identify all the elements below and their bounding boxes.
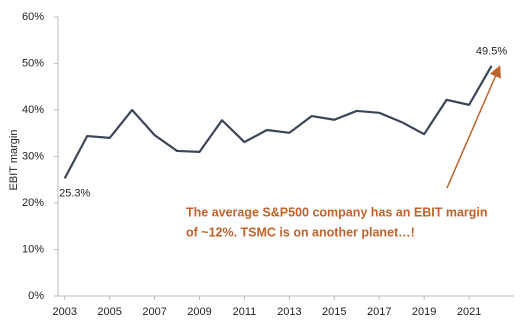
x-tick-label: 2021 — [457, 306, 481, 318]
y-axis-label: EBIT margin — [8, 130, 20, 191]
y-tick-label: 60% — [22, 11, 44, 23]
annotation: of ~12%. TSMC is on another planet…! — [186, 225, 415, 239]
y-tick-label: 0% — [28, 290, 44, 302]
x-tick-label: 2005 — [97, 306, 121, 318]
annotation-arrow — [446, 65, 501, 189]
y-tick-label: 40% — [22, 104, 44, 116]
line — [63, 65, 493, 179]
x-tick-label: 2019 — [412, 306, 436, 318]
value-label: 49.5% — [476, 46, 507, 58]
y-tick-label: 20% — [22, 197, 44, 209]
x-tick-label: 2013 — [277, 306, 301, 318]
x-tick-label: 2009 — [187, 306, 211, 318]
y-tick-label: 10% — [22, 243, 44, 255]
x-tick-label: 2007 — [142, 306, 166, 318]
value-label: 25.3% — [59, 187, 90, 199]
x-tick-label: 2017 — [367, 306, 391, 318]
y-tick-label: 30% — [22, 150, 44, 162]
x-tick-label: 2003 — [52, 306, 76, 318]
y-tick-label: 50% — [22, 57, 44, 69]
annotation: The average S&P500 company has an EBIT m… — [186, 205, 488, 219]
x-tick-label: 2011 — [233, 306, 257, 318]
x-tick-label: 2015 — [322, 306, 346, 318]
